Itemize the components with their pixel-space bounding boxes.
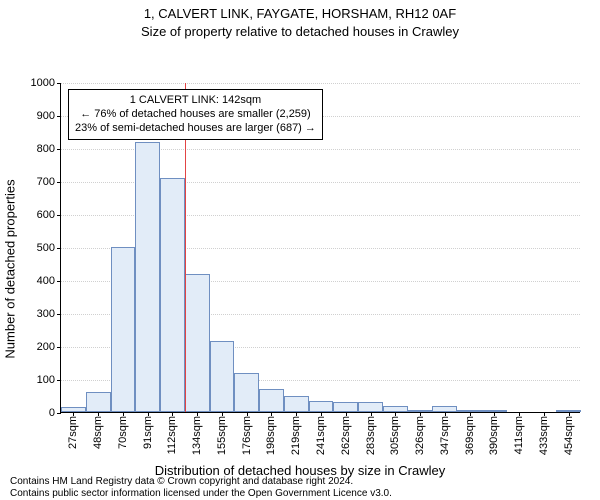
histogram-bar	[86, 392, 111, 412]
x-tick-label: 390sqm	[488, 416, 500, 455]
x-tick-label: 27sqm	[67, 416, 79, 449]
gridline	[61, 83, 580, 84]
x-tick-label: 176sqm	[241, 416, 253, 455]
x-tick-label: 70sqm	[117, 416, 129, 449]
x-tick-label: 241sqm	[315, 416, 327, 455]
annotation-line-1: 1 CALVERT LINK: 142sqm	[75, 94, 316, 108]
footer-line-1: Contains HM Land Registry data © Crown c…	[10, 476, 392, 488]
y-tick-label: 100	[37, 374, 61, 386]
x-tick-label: 91sqm	[142, 416, 154, 449]
histogram-bar	[383, 406, 408, 413]
histogram-bar	[135, 142, 160, 413]
annotation-box: 1 CALVERT LINK: 142sqm ← 76% of detached…	[68, 89, 323, 140]
x-tick-label: 219sqm	[290, 416, 302, 455]
x-tick-label: 305sqm	[389, 416, 401, 455]
x-tick-label: 262sqm	[340, 416, 352, 455]
footer-line-2: Contains public sector information licen…	[10, 488, 392, 500]
chart-title-line1: 1, CALVERT LINK, FAYGATE, HORSHAM, RH12 …	[0, 0, 600, 22]
annotation-line-3: 23% of semi-detached houses are larger (…	[75, 122, 316, 136]
x-tick-label: 155sqm	[216, 416, 228, 455]
histogram-bar	[309, 401, 334, 413]
x-tick-label: 433sqm	[538, 416, 550, 455]
histogram-bar	[432, 406, 457, 413]
histogram-bar	[160, 178, 185, 412]
y-tick-label: 700	[37, 176, 61, 188]
y-tick-label: 300	[37, 308, 61, 320]
histogram-bar	[185, 274, 210, 413]
y-tick-label: 800	[37, 143, 61, 155]
histogram-bar	[259, 389, 284, 412]
histogram-bar	[234, 373, 259, 413]
x-tick-label: 411sqm	[513, 416, 525, 454]
y-tick-label: 200	[37, 341, 61, 353]
histogram-bar	[333, 402, 358, 412]
x-tick-label: 283sqm	[365, 416, 377, 455]
chart-title-line2: Size of property relative to detached ho…	[0, 22, 600, 40]
footer: Contains HM Land Registry data © Crown c…	[10, 476, 392, 499]
y-tick-label: 500	[37, 242, 61, 254]
x-tick-label: 134sqm	[191, 416, 203, 455]
y-tick-label: 400	[37, 275, 61, 287]
histogram-bar	[358, 402, 383, 412]
x-tick-label: 454sqm	[563, 416, 575, 455]
y-axis-label: Number of detached properties	[3, 180, 18, 359]
x-tick-label: 198sqm	[265, 416, 277, 455]
x-tick-label: 326sqm	[414, 416, 426, 455]
chart-container: Number of detached properties 0 100 200 300…	[0, 39, 600, 499]
histogram-bar	[111, 247, 136, 412]
x-tick-label: 112sqm	[166, 416, 178, 454]
x-tick-label: 48sqm	[92, 416, 104, 449]
y-tick-label: 600	[37, 209, 61, 221]
histogram-bar	[210, 341, 235, 412]
annotation-line-2: ← 76% of detached houses are smaller (2,…	[75, 108, 316, 122]
y-tick-label: 0	[49, 407, 61, 419]
x-tick-label: 369sqm	[464, 416, 476, 455]
y-tick-label: 900	[37, 110, 61, 122]
histogram-bar	[284, 396, 309, 413]
y-tick-label: 1000	[31, 77, 61, 89]
x-tick-label: 347sqm	[439, 416, 451, 455]
